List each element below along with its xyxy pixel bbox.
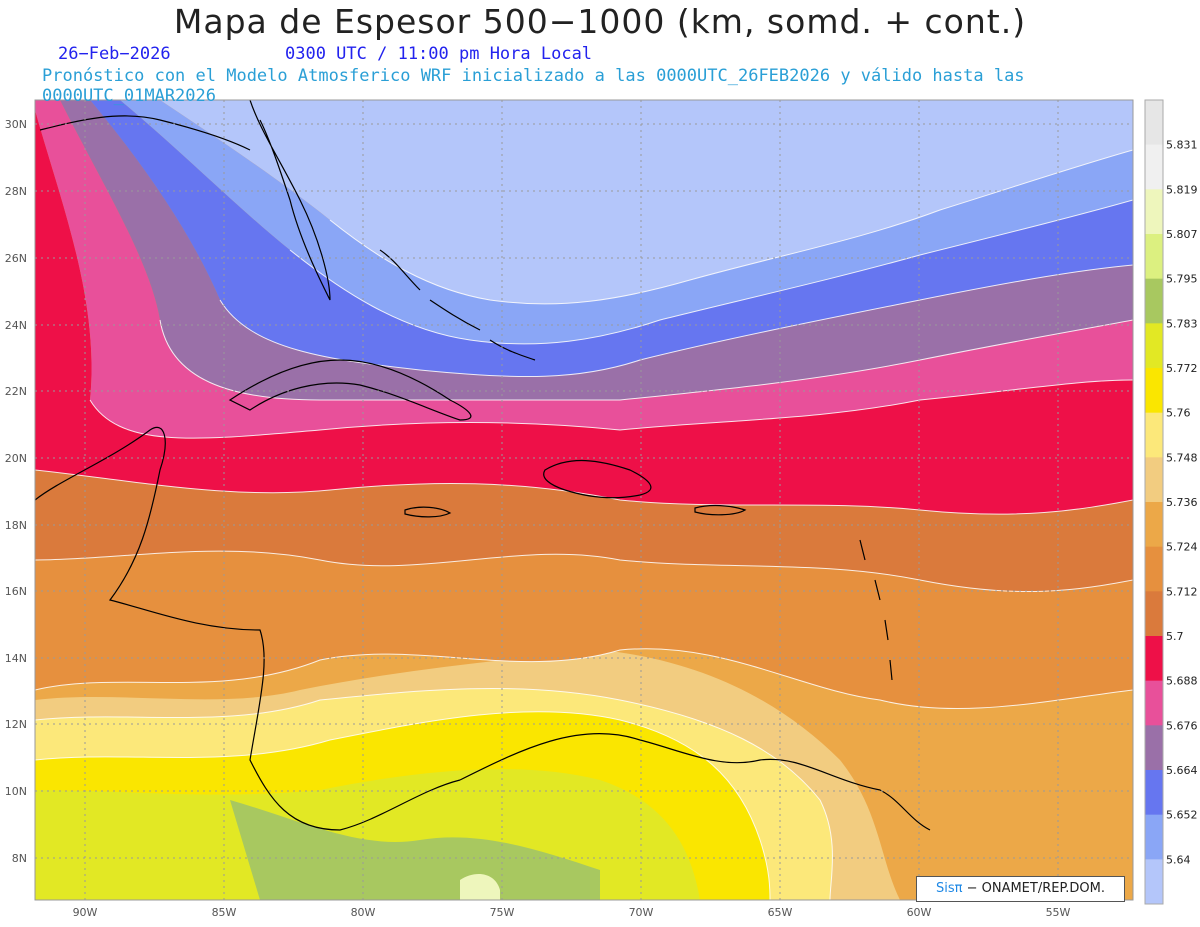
coastlines <box>35 100 931 831</box>
forecast-time: 0300 UTC / 11:00 pm Hora Local <box>285 44 593 64</box>
lat-label: 24N <box>5 319 27 332</box>
credit-text: − ONAMET/REP.DOM. <box>966 881 1106 896</box>
lat-label: 28N <box>5 185 27 198</box>
legend-swatch <box>1145 189 1163 235</box>
legend-label: 5.676 <box>1166 719 1198 732</box>
legend-label: 5.688 <box>1166 675 1198 688</box>
lat-label: 18N <box>5 519 27 532</box>
legend-label: 5.664 <box>1166 764 1198 777</box>
legend-swatch <box>1145 725 1163 771</box>
lon-label: 80W <box>351 906 376 919</box>
legend-label: 5.652 <box>1166 809 1198 822</box>
legend-swatch <box>1145 234 1163 280</box>
lat-label: 10N <box>5 785 27 798</box>
page-title: Mapa de Espesor 500−1000 (km, somd. + co… <box>173 2 1027 41</box>
lat-label: 30N <box>5 118 27 131</box>
lon-label: 75W <box>490 906 515 919</box>
legend-swatch <box>1145 412 1163 458</box>
lon-label: 90W <box>73 906 98 919</box>
lon-label: 55W <box>1046 906 1071 919</box>
lat-label: 22N <box>5 385 27 398</box>
credit-box: Sisπ − ONAMET/REP.DOM. <box>916 876 1125 902</box>
legend-swatch <box>1145 278 1163 324</box>
forecast-date: 26−Feb−2026 <box>58 44 171 64</box>
legend-label: 5.748 <box>1166 451 1198 464</box>
legend-swatch <box>1145 770 1163 816</box>
legend-label: 5.724 <box>1166 541 1198 554</box>
sispi-logo: Sisπ <box>935 881 963 896</box>
legend-label: 5.64 <box>1166 853 1191 866</box>
color-legend: 5.831 5.819 5.807 5.795 5.783 5.772 5.76 5.748 5… <box>1144 99 1198 905</box>
legend-swatch <box>1145 680 1163 726</box>
map-frame <box>34 99 1134 901</box>
lon-label: 85W <box>212 906 237 919</box>
legend-swatch <box>1145 591 1163 637</box>
lat-label: 12N <box>5 718 27 731</box>
lon-label: 60W <box>907 906 932 919</box>
legend-swatch <box>1145 859 1163 905</box>
legend-swatch <box>1145 546 1163 592</box>
legend-label: 5.819 <box>1166 183 1198 196</box>
legend-swatch <box>1145 100 1163 146</box>
filled-contours <box>35 100 1133 900</box>
legend-label: 5.76 <box>1166 407 1191 420</box>
legend-swatch <box>1145 457 1163 503</box>
legend-label: 5.7 <box>1166 630 1184 643</box>
lat-label: 16N <box>5 585 27 598</box>
lon-label: 70W <box>629 906 654 919</box>
legend-label: 5.795 <box>1166 273 1198 286</box>
legend-label: 5.783 <box>1166 317 1198 330</box>
lon-label: 65W <box>768 906 793 919</box>
legend-swatch <box>1145 502 1163 548</box>
legend-swatch <box>1145 323 1163 369</box>
legend-swatch <box>1145 144 1163 190</box>
forecast-description: Pronóstico con el Modelo Atmosferico WRF… <box>42 66 1025 106</box>
legend-swatch <box>1145 368 1163 414</box>
legend-swatch <box>1145 814 1163 860</box>
lat-label: 26N <box>5 252 27 265</box>
legend-swatch <box>1145 636 1163 682</box>
legend-label: 5.807 <box>1166 228 1198 241</box>
legend-label: 5.712 <box>1166 585 1198 598</box>
legend-frame <box>1144 99 1164 905</box>
lon-labels: 90W 85W 80W 75W 70W 65W 60W 55W <box>73 906 1071 919</box>
lat-label: 14N <box>5 652 27 665</box>
legend-label: 5.736 <box>1166 496 1198 509</box>
lat-label: 8N <box>12 852 27 865</box>
grid <box>35 100 1133 900</box>
legend-label: 5.772 <box>1166 362 1198 375</box>
legend-label: 5.831 <box>1166 139 1198 152</box>
lat-label: 20N <box>5 452 27 465</box>
lat-labels: 30N 28N 26N 24N 22N 20N 18N 16N 14N 12N … <box>5 118 27 865</box>
